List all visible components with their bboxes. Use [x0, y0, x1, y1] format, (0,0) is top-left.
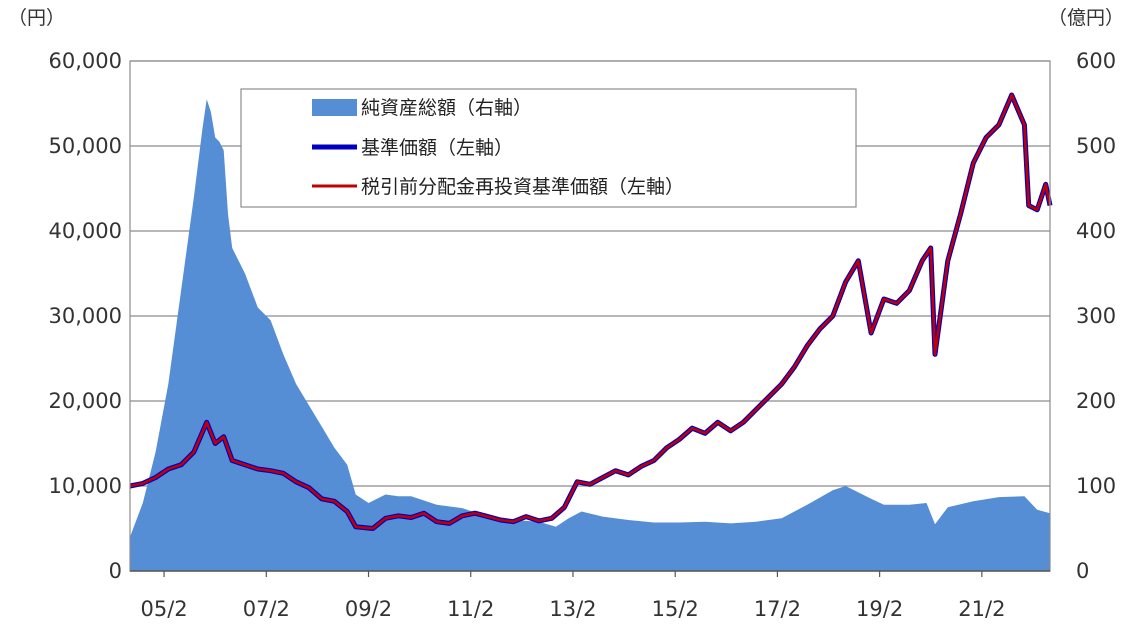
left-tick-label: 10,000 — [49, 474, 122, 498]
right-tick-label: 300 — [1076, 304, 1116, 328]
line-layer — [129, 92, 1053, 531]
right-axis-unit: （億円） — [1048, 7, 1124, 29]
x-tick-label: 21/2 — [958, 597, 1005, 621]
right-tick-label: 0 — [1076, 559, 1089, 583]
x-tick-label: 11/2 — [447, 597, 494, 621]
series-line-reinvested-nav — [129, 93, 1052, 530]
x-tick-label: 17/2 — [754, 597, 801, 621]
axis-layer: （円） （億円） 0 10,000 20,000 30,000 40,000 50,000… — [8, 7, 1124, 621]
legend: 純資産総額（右軸） 基準価額（左軸） 税引前分配金再投資基準価額（左軸） — [240, 88, 857, 208]
right-tick-label: 100 — [1076, 474, 1116, 498]
right-tick-label: 200 — [1076, 389, 1116, 413]
x-tick-label: 09/2 — [345, 597, 392, 621]
x-tick-label: 15/2 — [652, 597, 699, 621]
x-tick-label: 07/2 — [243, 597, 290, 621]
left-tick-label: 30,000 — [49, 304, 122, 328]
x-tick-label: 05/2 — [140, 597, 187, 621]
right-tick-label: 400 — [1076, 219, 1116, 243]
left-tick-label: 40,000 — [49, 219, 122, 243]
left-tick-label: 50,000 — [49, 134, 122, 158]
series-area-net-assets — [130, 99, 1050, 572]
right-tick-label: 600 — [1076, 49, 1116, 73]
frame-layer — [129, 60, 1051, 572]
legend-label: 純資産総額（右軸） — [361, 97, 532, 119]
legend-label: 基準価額（左軸） — [361, 137, 513, 159]
left-tick-label: 60,000 — [49, 49, 122, 73]
area-layer — [130, 99, 1050, 572]
legend-label: 税引前分配金再投資基準価額（左軸） — [361, 176, 684, 198]
legend-swatch-area — [312, 99, 357, 116]
left-tick-label: 20,000 — [49, 389, 122, 413]
right-tick-label: 500 — [1076, 134, 1116, 158]
left-tick-label: 0 — [109, 559, 122, 583]
x-tick-label: 19/2 — [856, 597, 903, 621]
x-tick-label: 13/2 — [549, 597, 596, 621]
left-axis-unit: （円） — [8, 7, 65, 29]
